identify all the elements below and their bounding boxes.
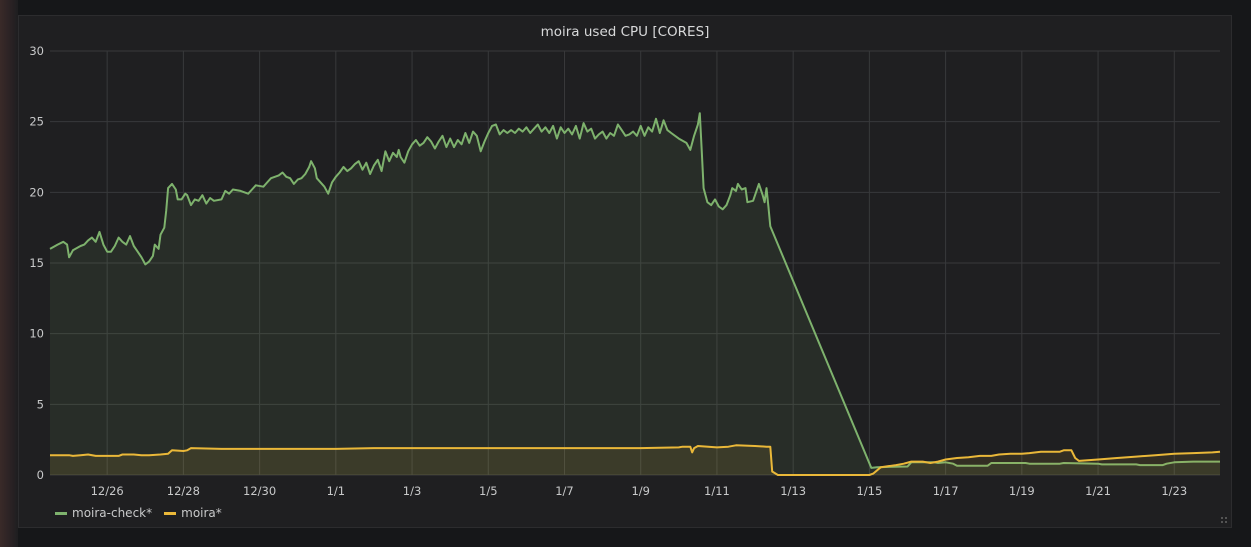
- x-tick-label: 12/30: [243, 484, 276, 498]
- series-area-moira-check: [50, 113, 1220, 475]
- background-edge: [0, 0, 18, 547]
- panel-resize-handle[interactable]: [1220, 516, 1228, 524]
- y-axis-labels: 0 5 10 15 20 25 30: [29, 44, 44, 482]
- x-tick-label: 1/13: [780, 484, 806, 498]
- x-tick-label: 1/15: [856, 484, 882, 498]
- chart-grid: [50, 50, 1220, 476]
- legend: moira-check* moira*: [55, 506, 222, 520]
- series-line-moira-check: [49, 112, 1220, 469]
- series-area-moira: [50, 445, 1220, 475]
- x-tick-label: 12/28: [167, 484, 200, 498]
- x-tick-label: 1/9: [631, 484, 650, 498]
- x-tick-label: 12/26: [91, 484, 124, 498]
- x-tick-label: 1/23: [1161, 484, 1187, 498]
- series-line-moira: [50, 444, 1221, 476]
- y-tick-label: 0: [37, 468, 44, 482]
- legend-swatch-moira: [164, 511, 177, 515]
- x-axis-labels: 12/26 12/28 12/30 1/1 1/3 1/5 1/7 1/9 1/11 1/13 1/…: [91, 484, 1188, 498]
- x-tick-label: 1/21: [1085, 484, 1111, 498]
- legend-item-moira[interactable]: moira*: [164, 506, 222, 520]
- legend-swatch-moira-check: [55, 511, 67, 515]
- x-tick-label: 1/7: [555, 484, 574, 498]
- graph-panel[interactable]: moira used CPU [CORES] 0 5 10 15 20 25 30 12/2…: [18, 15, 1232, 528]
- x-tick-label: 1/19: [1009, 484, 1035, 498]
- chart-canvas[interactable]: 0 5 10 15 20 25 30 12/26 12/28 12/30 1/1 1/3 1/5 1/7…: [19, 16, 1233, 529]
- y-tick-label: 10: [29, 327, 44, 341]
- x-tick-label: 1/11: [704, 484, 730, 498]
- y-tick-label: 30: [29, 44, 44, 58]
- y-tick-label: 20: [29, 185, 44, 199]
- x-tick-label: 1/5: [479, 484, 498, 498]
- y-tick-label: 5: [37, 397, 44, 411]
- x-tick-label: 1/1: [327, 484, 346, 498]
- panel-title[interactable]: moira used CPU [CORES]: [540, 24, 710, 40]
- legend-label-moira-check: moira-check*: [72, 506, 153, 520]
- legend-item-moira-check[interactable]: moira-check*: [55, 506, 152, 520]
- y-tick-label: 15: [29, 256, 44, 270]
- x-tick-label: 1/17: [933, 484, 959, 498]
- y-tick-label: 25: [29, 115, 44, 129]
- x-tick-label: 1/3: [403, 484, 422, 498]
- legend-label-moira: moira*: [181, 506, 222, 520]
- chart-series-layer: [49, 112, 1221, 476]
